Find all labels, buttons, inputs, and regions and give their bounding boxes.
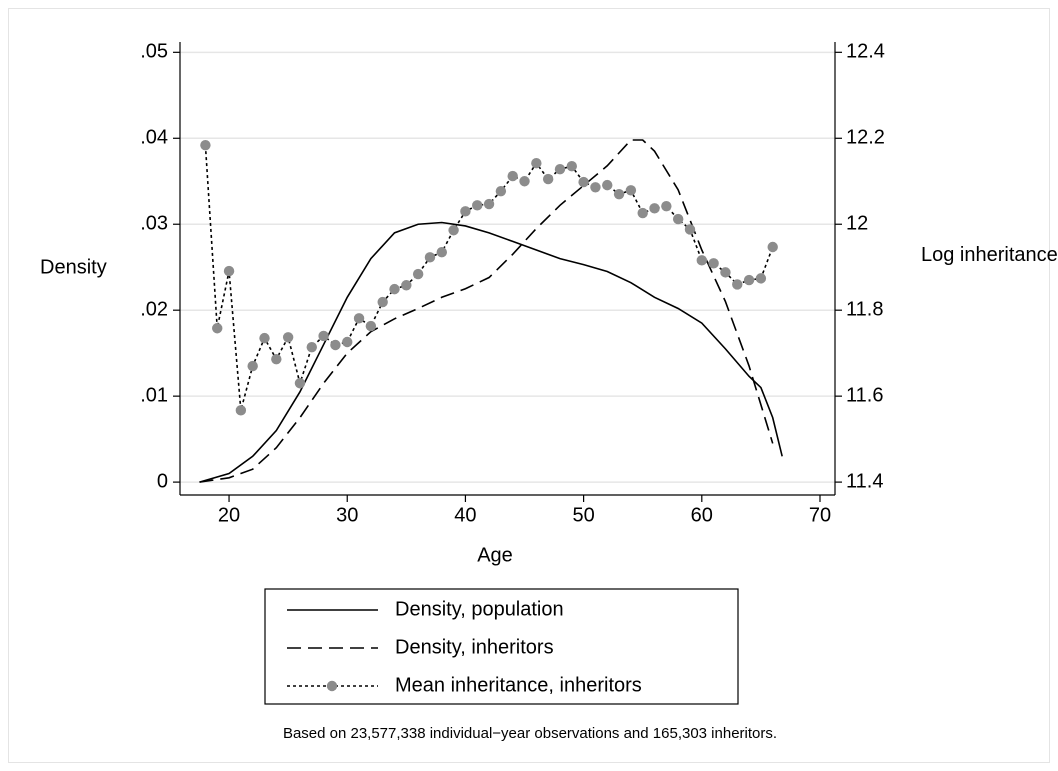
series-marker — [708, 258, 719, 269]
series-marker — [318, 330, 329, 342]
legend-label: Density, inheritors — [395, 636, 554, 658]
x-tick-label: 50 — [572, 504, 594, 526]
series-marker — [602, 179, 613, 191]
series-marker — [613, 188, 625, 200]
series-marker — [483, 198, 495, 210]
y2-tick-label: 11.8 — [846, 298, 883, 320]
series-marker — [625, 185, 637, 196]
series-marker — [389, 283, 400, 295]
series-marker — [259, 332, 270, 344]
series-line — [199, 139, 774, 483]
series-marker — [460, 206, 471, 217]
series-marker — [200, 139, 211, 151]
legend-marker — [326, 680, 338, 692]
y-tick-label: .01 — [140, 384, 168, 406]
series-marker — [531, 158, 542, 169]
series-marker — [342, 336, 353, 348]
series-marker — [578, 176, 589, 188]
series-marker — [377, 296, 388, 308]
y-tick-label: .02 — [140, 298, 168, 320]
series-marker — [365, 320, 377, 332]
series-marker — [424, 252, 436, 263]
y-axis-title: Density — [40, 256, 107, 278]
series-marker — [412, 268, 424, 280]
x-axis-title: Age — [477, 544, 513, 566]
y-tick-label: .05 — [140, 41, 168, 63]
legend-label: Mean inheritance, inheritors — [395, 674, 642, 696]
series-marker — [542, 173, 554, 185]
x-tick-label: 40 — [454, 504, 476, 526]
x-tick-label: 70 — [809, 504, 831, 526]
series-marker — [235, 405, 247, 416]
series-marker — [684, 224, 696, 235]
series-marker — [401, 280, 412, 291]
series-marker — [472, 200, 483, 211]
series-marker — [743, 274, 755, 286]
series-marker — [353, 313, 365, 324]
y2-axis-title: Log inheritance — [921, 244, 1058, 266]
series-marker — [330, 339, 341, 351]
y-tick-label: .03 — [140, 213, 168, 235]
y-tick-label: .04 — [140, 127, 168, 149]
series-marker — [696, 255, 708, 266]
series-line — [199, 221, 783, 483]
series-marker — [519, 176, 530, 187]
series-marker — [767, 241, 778, 253]
series-marker — [306, 341, 317, 353]
series-marker — [495, 185, 507, 197]
series-marker — [755, 273, 767, 284]
series-marker — [271, 353, 282, 365]
legend-box — [264, 588, 739, 705]
x-tick-label: 30 — [336, 504, 358, 526]
series-marker — [637, 207, 648, 219]
series-marker — [590, 182, 601, 193]
note: Based on 23,577,338 individual−year obse… — [283, 725, 777, 742]
x-tick-label: 60 — [691, 504, 713, 526]
series-marker — [672, 213, 684, 225]
series-marker — [732, 279, 743, 290]
series-marker — [294, 378, 306, 389]
series-marker — [212, 323, 223, 334]
x-tick-label: 20 — [218, 504, 240, 526]
y2-tick-label: 12.4 — [846, 41, 885, 63]
y2-tick-label: 12.2 — [846, 127, 885, 149]
series-marker — [661, 200, 672, 212]
series-marker — [247, 360, 258, 372]
series-marker — [566, 161, 577, 172]
series-marker — [649, 203, 660, 214]
series-marker — [554, 164, 566, 175]
series-marker — [436, 246, 447, 258]
y2-tick-label: 11.6 — [846, 384, 883, 406]
series-marker — [720, 267, 731, 278]
legend-label: Density, population — [395, 598, 564, 620]
y2-tick-label: 11.4 — [846, 470, 883, 492]
y2-tick-label: 12 — [846, 213, 868, 235]
y-tick-label: 0 — [157, 470, 168, 492]
series-marker — [448, 225, 459, 236]
series-marker — [507, 170, 518, 182]
series-marker — [282, 332, 294, 343]
series-marker — [223, 265, 235, 277]
